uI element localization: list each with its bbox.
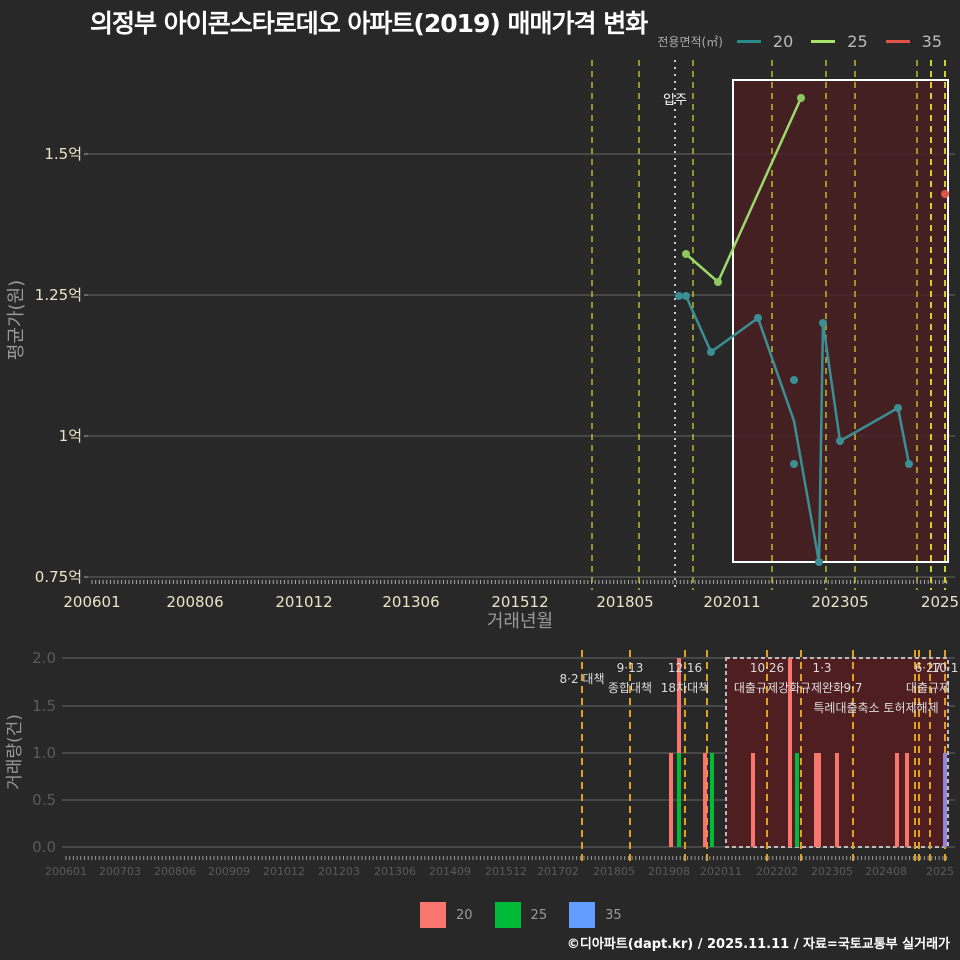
svg-text:201512: 201512: [491, 593, 548, 611]
legend-label-35: 35: [921, 32, 942, 51]
bars-20: [669, 658, 909, 847]
svg-text:201512: 201512: [485, 865, 527, 878]
bars-35: [943, 753, 947, 847]
series-20-points: [675, 292, 913, 566]
lower-y-axis-title: 거래량(건): [5, 714, 25, 790]
legend-box-20: [420, 902, 446, 928]
svg-text:201012: 201012: [275, 593, 332, 611]
svg-text:1.5: 1.5: [32, 697, 56, 715]
svg-text:12·16: 12·16: [668, 661, 702, 675]
svg-text:200806: 200806: [166, 593, 223, 611]
svg-text:1.25억: 1.25억: [35, 286, 82, 304]
svg-text:규제완화: 규제완화: [800, 681, 844, 695]
chart-title: 의정부 아이콘스타로데오 아파트(2019) 매매가격 변화: [90, 9, 648, 38]
svg-text:9·7: 9·7: [843, 681, 862, 695]
svg-text:10·26: 10·26: [750, 661, 784, 675]
source-credit: ©디아파트(dapt.kr) / 2025.11.11 / 자료=국토교통부 실…: [566, 937, 950, 952]
legend-swatch-25: [811, 40, 836, 43]
svg-text:1억: 1억: [59, 427, 82, 445]
svg-text:2025: 2025: [921, 593, 959, 611]
move-in-label: 입주: [663, 93, 687, 108]
upper-y-axis-title: 평균가(원): [6, 280, 27, 360]
legend-bottom-label-25: 25: [530, 907, 548, 923]
svg-text:202011: 202011: [700, 865, 742, 878]
svg-text:201805: 201805: [593, 865, 635, 878]
lower-y-ticks: 2.0 1.5 1.0 0.5 0.0: [32, 649, 56, 856]
svg-text:0.75억: 0.75억: [35, 568, 82, 586]
svg-text:200601: 200601: [63, 593, 120, 611]
legend-top: 전용면적(㎡) 20 25 35: [657, 32, 950, 51]
highlight-region: [732, 79, 949, 563]
volume-chart: 8·2 대책 9·13 종합대책 12·16 18차대책 10·26 대출규제강…: [5, 649, 959, 878]
svg-text:200909: 200909: [208, 865, 250, 878]
upper-x-axis-title: 거래년월: [487, 611, 553, 632]
svg-text:201908: 201908: [648, 865, 690, 878]
svg-text:2025: 2025: [926, 865, 954, 878]
svg-text:201702: 201702: [537, 865, 579, 878]
legend-bottom-label-35: 35: [605, 907, 622, 923]
legend-box-25: [494, 902, 521, 928]
lower-x-ticks: 200601 200703 200806 200909 201012 20120…: [45, 865, 954, 878]
upper-x-ticks: 200601 200806 201012 201306 201512 20180…: [63, 593, 959, 611]
price-chart: 입주 1.5억 1.25억 1억 0.75억 200601 200806 201…: [6, 60, 959, 632]
legend-label-25: 25: [847, 32, 868, 51]
legend-swatch-20: [736, 40, 761, 43]
svg-text:2.0: 2.0: [32, 649, 56, 667]
svg-text:201805: 201805: [596, 593, 653, 611]
svg-text:1.0: 1.0: [32, 744, 56, 762]
svg-text:202305: 202305: [811, 593, 868, 611]
series-25-points: [682, 94, 805, 286]
series-35-point: [941, 190, 949, 198]
svg-text:200703: 200703: [99, 865, 141, 878]
svg-text:201409: 201409: [429, 865, 471, 878]
upper-y-ticks: 1.5억 1.25억 1억 0.75억: [35, 145, 82, 586]
svg-text:10·1: 10·1: [932, 661, 959, 675]
svg-text:9·13: 9·13: [617, 661, 644, 675]
bars-25: [677, 753, 799, 847]
svg-text:201012: 201012: [263, 865, 305, 878]
svg-text:201306: 201306: [374, 865, 416, 878]
svg-text:202011: 202011: [703, 593, 760, 611]
svg-text:종합대책: 종합대책: [608, 680, 652, 695]
svg-text:특례대출축소 토허제해제: 특례대출축소 토허제해제: [813, 701, 938, 715]
svg-text:201306: 201306: [382, 593, 439, 611]
svg-text:대출규제: 대출규제: [906, 681, 950, 695]
legend-swatch-35: [885, 40, 910, 43]
legend-bottom: 20 25 35: [420, 902, 634, 928]
legend-title: 전용면적(㎡): [657, 35, 723, 49]
svg-text:0.5: 0.5: [32, 791, 56, 809]
svg-text:1.5억: 1.5억: [44, 145, 82, 163]
legend-label-20: 20: [772, 32, 794, 51]
series-20-line: [679, 294, 911, 563]
legend-bottom-label-20: 20: [456, 907, 473, 923]
svg-text:0.0: 0.0: [32, 838, 56, 856]
svg-text:8·2 대책: 8·2 대책: [560, 671, 605, 686]
policy-labels: 8·2 대책 9·13 종합대책 12·16 18차대책 10·26 대출규제강…: [560, 661, 959, 715]
svg-text:6·27: 6·27: [915, 661, 942, 675]
svg-text:대출규제강화: 대출규제강화: [734, 681, 800, 695]
svg-text:200601: 200601: [45, 865, 87, 878]
svg-text:202408: 202408: [865, 865, 907, 878]
svg-text:200806: 200806: [154, 865, 196, 878]
svg-text:202202: 202202: [756, 865, 798, 878]
svg-text:202305: 202305: [811, 865, 853, 878]
legend-box-35: [569, 902, 596, 928]
svg-text:1·3: 1·3: [812, 661, 831, 675]
svg-text:201203: 201203: [318, 865, 360, 878]
svg-text:18차대책: 18차대책: [661, 680, 709, 695]
